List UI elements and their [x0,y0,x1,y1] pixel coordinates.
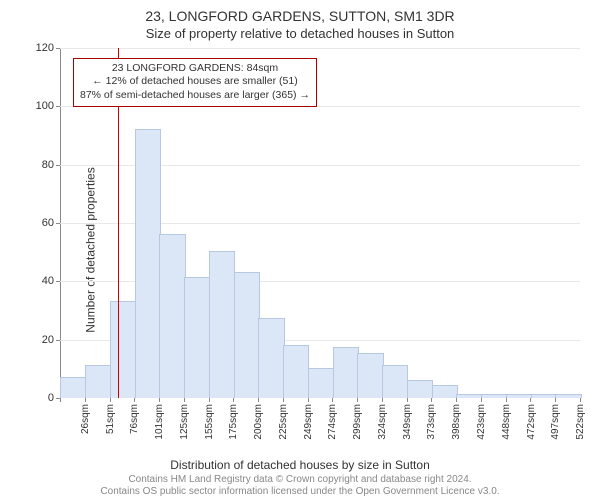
y-tick-mark [56,281,60,282]
x-tick-mark [431,398,432,402]
chart-title: 23, LONGFORD GARDENS, SUTTON, SM1 3DR [0,0,600,24]
x-tick-label: 76sqm [129,404,140,434]
annotation-line: 23 LONGFORD GARDENS: 84sqm [80,62,310,76]
x-tick-mark [456,398,457,402]
x-tick-label: 472sqm [526,404,537,440]
x-tick-mark [283,398,284,402]
chart-container: 23, LONGFORD GARDENS, SUTTON, SM1 3DR Si… [0,0,600,500]
x-tick-mark [184,398,185,402]
x-tick-label: 155sqm [204,404,215,440]
histogram-bar [506,394,532,398]
x-tick-mark [258,398,259,402]
y-tick-mark [56,223,60,224]
x-tick-label: 175sqm [228,404,239,440]
x-tick-mark [159,398,160,402]
x-tick-label: 51sqm [105,404,116,434]
annotation-box: 23 LONGFORD GARDENS: 84sqm← 12% of detac… [73,58,317,107]
histogram-bar [209,251,235,398]
x-tick-label: 101sqm [154,404,165,440]
x-tick-label: 522sqm [575,404,586,440]
y-tick-label: 80 [42,159,54,171]
x-tick-mark [85,398,86,402]
y-tick-label: 120 [36,42,54,54]
x-tick-label: 448sqm [501,404,512,440]
x-tick-mark [110,398,111,402]
y-tick-label: 0 [48,392,54,404]
x-tick-mark [407,398,408,402]
histogram-bar [110,301,136,398]
x-tick-label: 274sqm [327,404,338,440]
histogram-bar [283,345,309,399]
histogram-bar [432,385,458,398]
histogram-bar [85,365,111,398]
y-tick-label: 60 [42,217,54,229]
x-tick-mark [332,398,333,402]
x-tick-label: 398sqm [451,404,462,440]
x-tick-mark [580,398,581,402]
chart-subtitle: Size of property relative to detached ho… [0,24,600,41]
x-tick-mark [134,398,135,402]
y-tick-mark [56,340,60,341]
x-axis-label: Distribution of detached houses by size … [0,458,600,472]
copyright-line-1: Contains HM Land Registry data © Crown c… [0,474,600,486]
x-tick-mark [233,398,234,402]
grid-line [60,48,580,49]
y-tick-label: 20 [42,334,54,346]
y-tick-label: 100 [36,100,54,112]
histogram-bar [258,318,284,398]
x-tick-label: 26sqm [80,404,91,434]
histogram-bar [555,394,581,398]
y-tick-mark [56,106,60,107]
x-tick-label: 324sqm [377,404,388,440]
x-tick-mark [506,398,507,402]
histogram-bar [308,368,334,398]
histogram-bar [159,234,185,398]
y-tick-mark [56,165,60,166]
x-tick-mark [555,398,556,402]
histogram-bar [456,394,482,398]
x-tick-label: 299sqm [352,404,363,440]
x-tick-label: 423sqm [476,404,487,440]
x-tick-label: 349sqm [402,404,413,440]
annotation-line: 87% of semi-detached houses are larger (… [80,89,310,103]
x-tick-mark [481,398,482,402]
histogram-bar [333,347,359,398]
copyright-text: Contains HM Land Registry data © Crown c… [0,474,600,498]
x-tick-label: 497sqm [550,404,561,440]
x-tick-label: 125sqm [179,404,190,440]
histogram-bar [60,377,86,398]
x-tick-mark [357,398,358,402]
x-tick-mark [209,398,210,402]
plot-area: 02040608010012026sqm51sqm76sqm101sqm125s… [60,48,580,398]
x-tick-mark [382,398,383,402]
x-tick-label: 249sqm [303,404,314,440]
x-tick-mark [530,398,531,402]
annotation-line: ← 12% of detached houses are smaller (51… [80,75,310,89]
histogram-bar [531,394,557,398]
histogram-bar [407,380,433,399]
histogram-bar [357,353,383,398]
histogram-bar [382,365,408,398]
x-tick-label: 373sqm [426,404,437,440]
histogram-bar [184,277,210,398]
histogram-bar [234,272,260,398]
x-tick-mark [60,398,61,402]
x-tick-mark [308,398,309,402]
y-tick-mark [56,48,60,49]
y-tick-label: 40 [42,275,54,287]
histogram-bar [481,394,507,398]
histogram-bar [135,129,161,398]
x-tick-label: 225sqm [278,404,289,440]
copyright-line-2: Contains OS public sector information li… [0,486,600,498]
x-tick-label: 200sqm [253,404,264,440]
